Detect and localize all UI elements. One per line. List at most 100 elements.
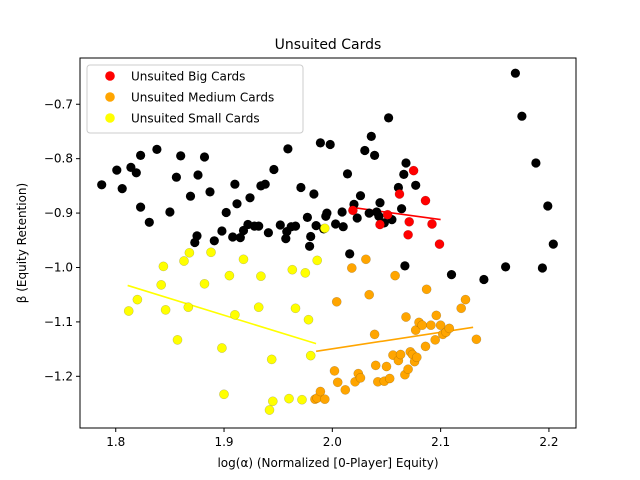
- data-point: [263, 228, 273, 238]
- legend-label: Unsuited Big Cards: [131, 70, 245, 84]
- data-point: [302, 212, 312, 222]
- data-point: [342, 169, 353, 179]
- data-point: [369, 329, 380, 340]
- data-point: [548, 239, 558, 249]
- legend-marker: [105, 71, 115, 81]
- x-tick-label: 2.0: [323, 435, 342, 449]
- data-point: [401, 158, 411, 168]
- data-point: [411, 352, 422, 363]
- data-point: [401, 312, 411, 322]
- data-point: [305, 241, 315, 251]
- data-point: [132, 294, 143, 305]
- data-point: [431, 310, 442, 321]
- data-point: [331, 296, 342, 307]
- data-point: [394, 189, 405, 199]
- data-point: [446, 270, 457, 280]
- data-point: [199, 152, 210, 162]
- x-axis-label: log(α) (Normalized [0-Player] Equity): [217, 456, 438, 470]
- legend-box: [86, 64, 304, 134]
- data-points: [97, 68, 558, 415]
- data-point: [228, 232, 238, 242]
- data-point: [374, 211, 384, 221]
- data-point: [346, 263, 357, 273]
- data-point: [420, 341, 431, 352]
- data-point: [517, 111, 527, 121]
- data-point: [331, 219, 341, 229]
- data-point: [426, 320, 436, 331]
- data-point: [192, 231, 202, 241]
- data-point: [290, 221, 301, 231]
- data-point: [366, 131, 376, 141]
- data-point: [185, 191, 196, 201]
- data-point: [395, 349, 406, 360]
- y-tick-label: −0.7: [44, 97, 73, 111]
- data-point: [355, 191, 366, 201]
- data-point: [112, 165, 122, 175]
- legend-label: Unsuited Small Cards: [131, 112, 260, 126]
- data-point: [156, 280, 167, 290]
- data-point: [297, 394, 307, 405]
- data-point: [537, 263, 548, 273]
- data-point: [430, 335, 441, 345]
- data-point: [136, 202, 146, 212]
- data-point: [193, 170, 203, 180]
- data-point: [281, 234, 291, 244]
- data-point: [456, 303, 467, 314]
- data-point: [370, 150, 380, 160]
- data-point: [434, 239, 445, 249]
- data-point: [264, 405, 275, 415]
- data-point: [290, 303, 301, 314]
- data-point: [179, 256, 189, 266]
- data-point: [172, 335, 183, 345]
- data-point: [238, 254, 249, 265]
- data-point: [435, 320, 446, 331]
- data-point: [269, 164, 279, 175]
- data-point: [364, 289, 375, 300]
- data-point: [303, 314, 314, 325]
- y-axis-ticks: −1.2 −1.1 −1.0 −0.9 −0.8 −0.7: [44, 97, 80, 383]
- legend-label: Unsuited Medium Cards: [131, 91, 274, 105]
- data-point: [403, 364, 413, 375]
- data-point: [266, 354, 277, 365]
- data-point: [361, 254, 371, 265]
- data-point: [117, 184, 127, 194]
- data-point: [403, 229, 413, 240]
- data-point: [338, 222, 348, 232]
- data-point: [460, 294, 471, 305]
- data-point: [158, 261, 169, 272]
- data-point: [171, 172, 181, 182]
- data-point: [97, 180, 107, 190]
- data-point: [370, 360, 381, 371]
- data-point: [254, 221, 264, 231]
- data-point: [306, 231, 316, 242]
- data-point: [206, 247, 216, 258]
- data-point: [360, 145, 370, 156]
- data-point: [199, 278, 210, 289]
- data-point: [355, 373, 366, 383]
- data-point: [427, 219, 437, 229]
- data-point: [217, 226, 227, 236]
- data-point: [411, 180, 421, 190]
- data-point: [230, 179, 240, 189]
- data-point: [217, 343, 227, 353]
- data-point: [267, 396, 278, 407]
- data-point: [479, 274, 489, 285]
- y-tick-label: −0.9: [44, 206, 73, 220]
- data-point: [136, 150, 146, 160]
- data-point: [364, 208, 374, 218]
- x-tick-label: 1.9: [214, 435, 233, 449]
- x-axis-ticks: 1.8 1.9 2.0 2.1 2.2: [106, 428, 558, 449]
- data-point: [260, 179, 270, 189]
- data-point: [421, 284, 432, 295]
- data-point: [399, 169, 409, 179]
- data-point: [275, 220, 285, 230]
- data-point: [531, 158, 541, 168]
- data-point: [144, 217, 154, 227]
- data-point: [471, 334, 482, 345]
- data-point: [352, 213, 362, 223]
- data-point: [543, 201, 553, 211]
- x-tick-label: 2.2: [539, 435, 558, 449]
- data-point: [245, 193, 255, 203]
- data-point: [337, 207, 347, 217]
